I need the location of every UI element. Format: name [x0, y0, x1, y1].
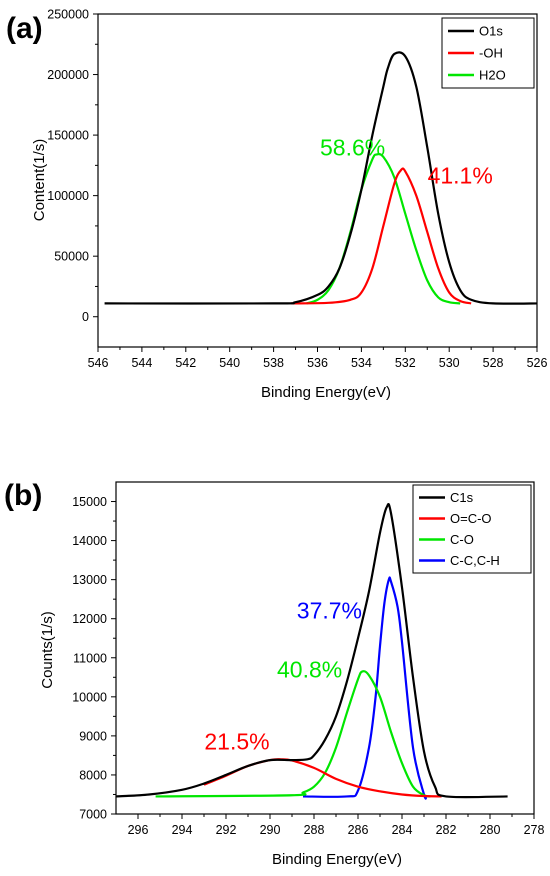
panel-a-annotation: 41.1% [428, 163, 493, 189]
panel-a-legend-label: H2O [479, 68, 506, 83]
panel-a-xtick-label: 546 [88, 356, 109, 370]
panel-a-xtick-label: 544 [131, 356, 152, 370]
panel-a-legend [441, 17, 535, 89]
panel-a-annotation: 58.6% [320, 135, 385, 161]
panel-b-legend-label: C-O [450, 532, 474, 547]
panel-b-xtick-label: 282 [436, 823, 457, 837]
panel-a-xtick-label: 534 [351, 356, 372, 370]
panel-b-ytick-label: 11000 [73, 651, 107, 665]
panel-b-legend-label: C-C,C-H [450, 553, 500, 568]
panel-b-series-c1s [116, 502, 508, 799]
panel-b-label: (b) [4, 479, 42, 512]
panel-b-series-c-o [155, 670, 431, 798]
panel-b-legend-label: O=C-O [450, 511, 492, 526]
panel-b-legend [412, 484, 532, 574]
panel-a-xlabel: Binding Energy(eV) [261, 384, 391, 401]
panel-b-xtick-label: 286 [348, 823, 369, 837]
panel-a-ytick-label: 50000 [54, 250, 89, 264]
panel-b-plot: 296 294 292 290 288 286 284 282 280 278 7000 8000 90… [72, 481, 545, 837]
panel-b-xtick-label: 284 [392, 823, 413, 837]
panel-b-xtick-label: 280 [480, 823, 501, 837]
panel-a-ytick-label: 0 [82, 310, 89, 324]
panel-a-series-o1s [104, 51, 537, 305]
panel-b-xtick-label: 294 [172, 823, 193, 837]
panel-b-xtick-label: 292 [216, 823, 237, 837]
panel-a-xtick-label: 526 [527, 356, 548, 370]
panel-b-xlabel: Binding Energy(eV) [272, 851, 402, 868]
panel-a-xtick-label: 542 [175, 356, 196, 370]
panel-b-xtick-label: 296 [128, 823, 149, 837]
panel-a-ytick-label: 100000 [47, 189, 89, 203]
panel-b-axes-frame [115, 481, 535, 815]
panel-b-ytick-label: 7000 [79, 808, 107, 822]
panel-b-ytick-label: 14000 [72, 534, 107, 548]
panel-b-xtick-label: 288 [304, 823, 325, 837]
panel-a-xtick-label: 536 [307, 356, 328, 370]
panel-a: (a) Content(1/s) Binding Energy(eV) 546 5… [6, 8, 547, 402]
panel-b: (b) Counts(1/s) Binding Energy(eV) 296 29… [4, 479, 544, 868]
panel-a-ylabel: Content(1/s) [31, 139, 48, 222]
panel-a-xtick-label: 530 [439, 356, 460, 370]
panel-b-xtick-label: 290 [260, 823, 281, 837]
panel-b-ytick-label: 10000 [72, 690, 107, 704]
panel-a-ytick-label: 250000 [47, 8, 89, 22]
panel-b-annotation: 40.8% [277, 656, 342, 682]
panel-a-ytick-label: 150000 [47, 129, 89, 143]
panel-a-label: (a) [6, 12, 43, 45]
panel-a-plot: 546 544 542 540 538 536 534 532 530 528 526 0 50000 1… [47, 8, 547, 371]
panel-b-ylabel: Counts(1/s) [39, 611, 56, 689]
panel-a-xtick-label: 540 [219, 356, 240, 370]
panel-b-legend-label: C1s [450, 490, 474, 505]
panel-b-xtick-label: 278 [524, 823, 545, 837]
panel-b-ytick-label: 13000 [72, 573, 107, 587]
panel-b-ytick-label: 12000 [72, 612, 107, 626]
panel-a-series-oh [291, 167, 472, 305]
panel-b-annotation: 21.5% [204, 729, 269, 755]
panel-b-ytick-label: 15000 [72, 495, 107, 509]
panel-b-annotation: 37.7% [297, 598, 362, 624]
panel-b-ytick-label: 9000 [79, 729, 107, 743]
panel-b-ytick-label: 8000 [79, 768, 107, 782]
panel-a-legend-label: -OH [479, 46, 503, 61]
panel-a-xtick-label: 532 [395, 356, 416, 370]
panel-a-xtick-label: 538 [263, 356, 284, 370]
panel-a-legend-label: O1s [479, 24, 503, 39]
panel-a-xtick-label: 528 [483, 356, 504, 370]
panel-a-ytick-label: 200000 [47, 68, 89, 82]
